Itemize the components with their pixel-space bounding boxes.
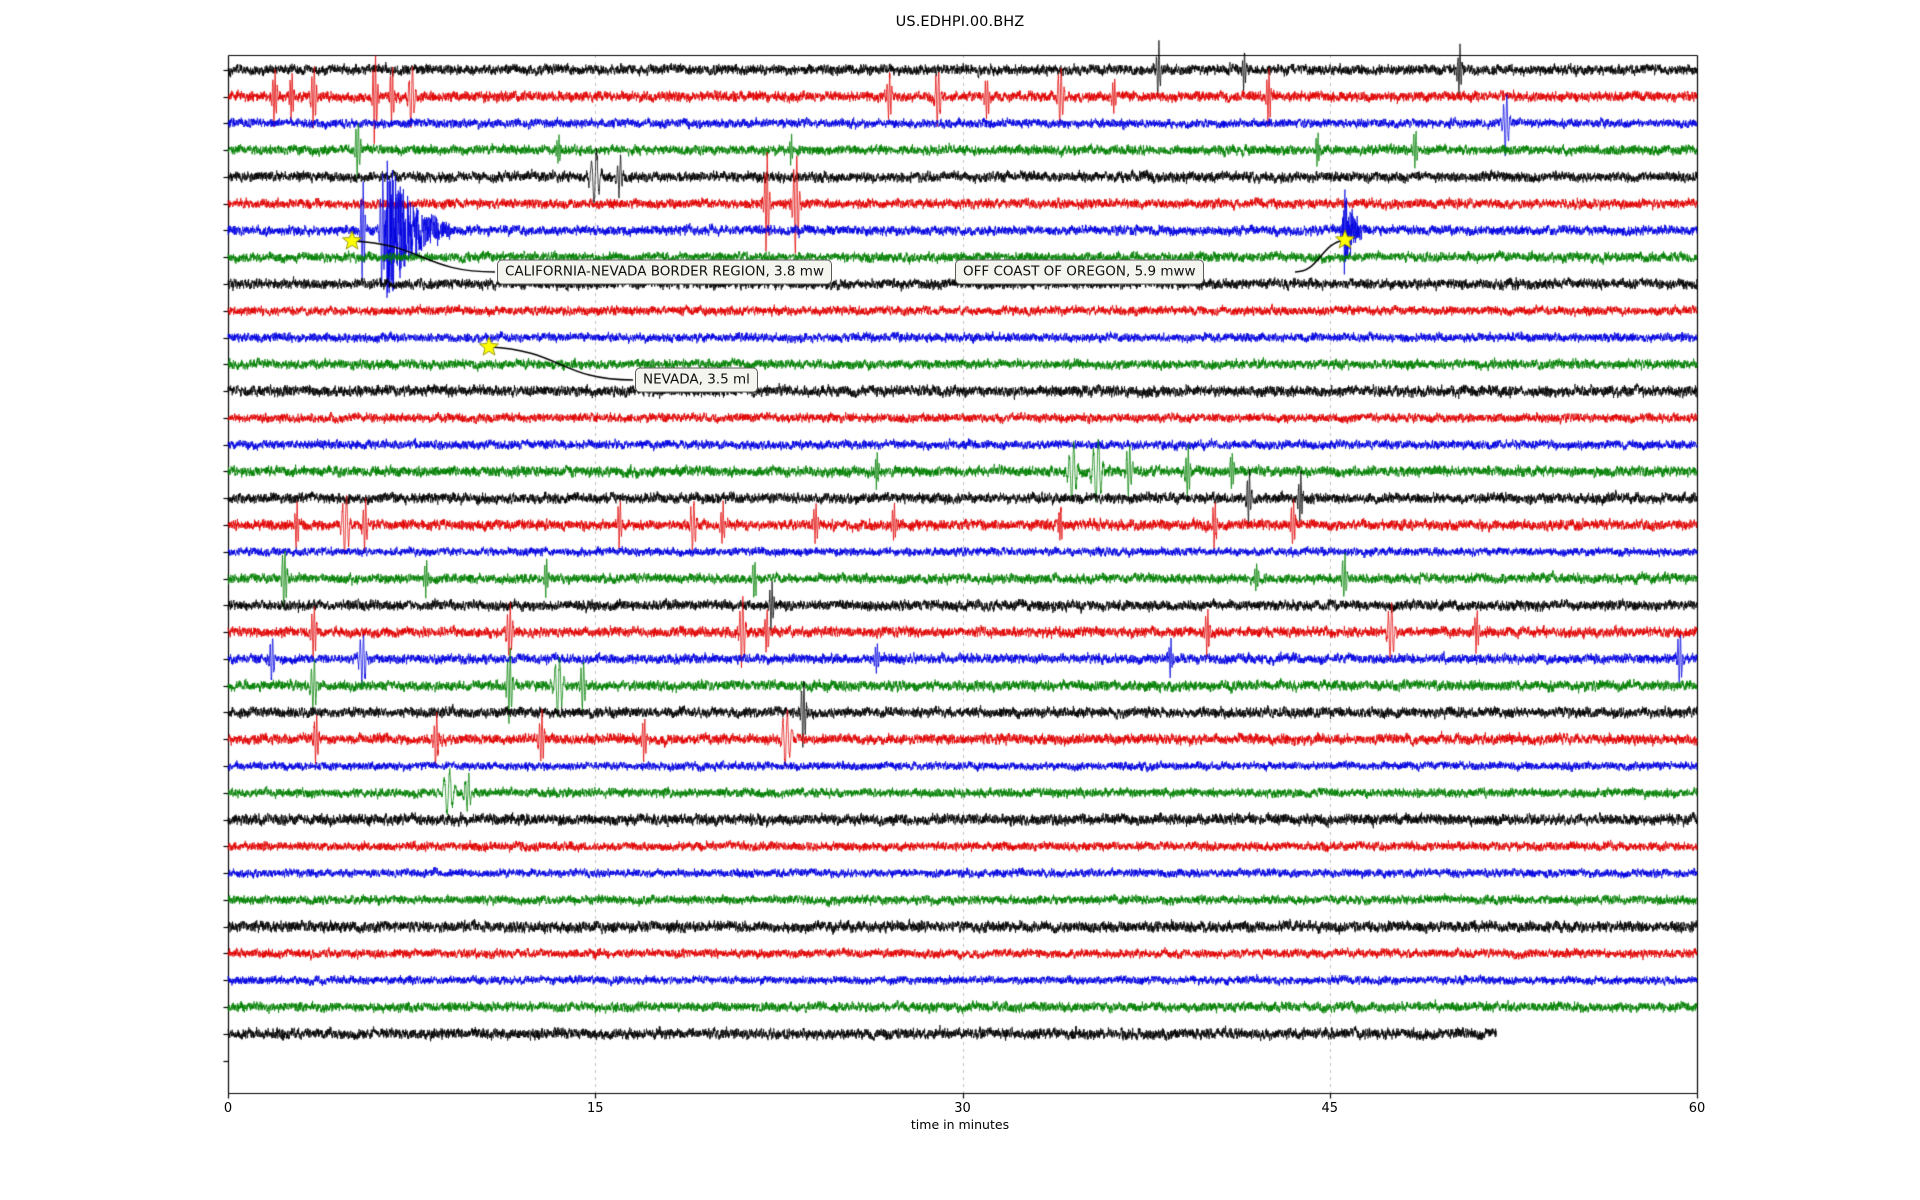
x-tick-label: 15 (586, 1101, 604, 1116)
x-tick-label: 60 (1688, 1101, 1706, 1116)
x-tick-label: 45 (1321, 1101, 1339, 1116)
x-tick-label: 0 (223, 1101, 233, 1116)
annotation-nevada: NEVADA, 3.5 ml (635, 367, 758, 393)
x-axis-title: time in minutes (910, 1117, 1010, 1132)
annotation-california-nevada-border: CALIFORNIA-NEVADA BORDER REGION, 3.8 mw (497, 259, 832, 285)
x-tick-label: 30 (954, 1101, 971, 1116)
y-axis-labels: 00:00:0401:00:0402:00:0403:00:0404:00:04… (0, 0, 222, 1200)
annotation-off-coast-of-oregon: OFF COAST OF OREGON, 5.9 mww (955, 259, 1204, 285)
